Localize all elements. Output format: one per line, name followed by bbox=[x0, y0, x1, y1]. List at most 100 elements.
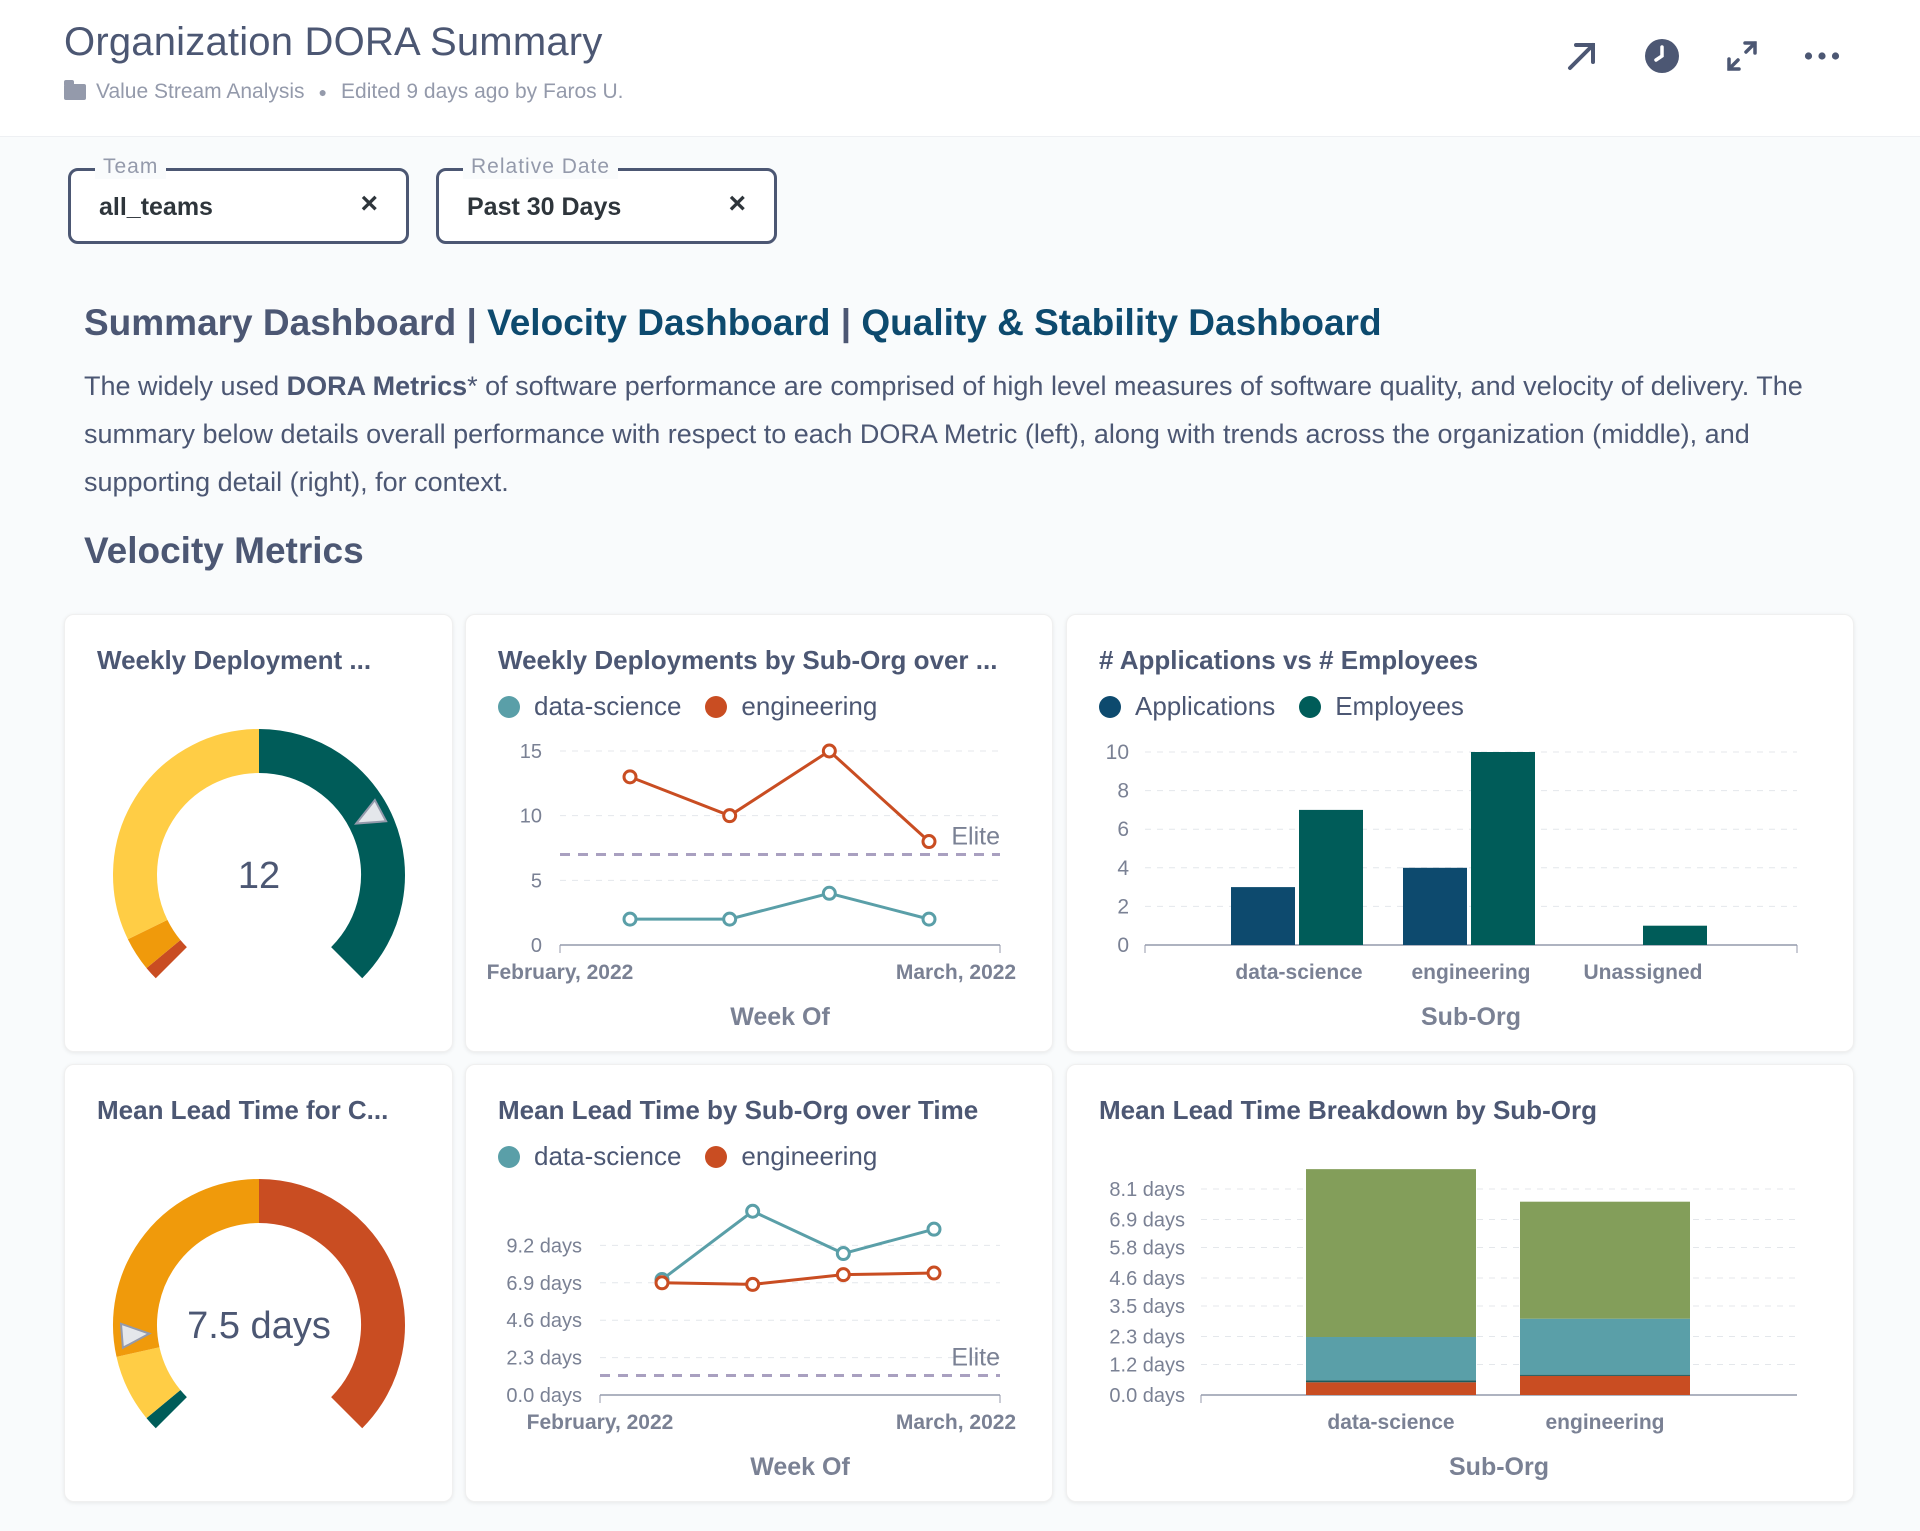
legend-swatch bbox=[1299, 695, 1322, 718]
y-tick-label: 8.1 days bbox=[1109, 1179, 1185, 1201]
gauge-segment-0 bbox=[146, 1389, 188, 1429]
legend-label: engineering bbox=[741, 1141, 878, 1171]
series-line-engineering bbox=[629, 749, 931, 843]
x-tick-label: February, 2022 bbox=[487, 961, 634, 984]
y-tick-label: 0.0 days bbox=[1109, 1385, 1185, 1407]
bar-chart: 0 2 4 6 8 10 data-science engineering Unassigned… bbox=[1106, 741, 1798, 1031]
dashboard-description: The widely used DORA Metrics* of softwar… bbox=[84, 362, 1844, 506]
legend-label: engineering bbox=[741, 691, 878, 721]
data-point bbox=[835, 1267, 851, 1283]
team-filter[interactable]: Team all_teams × bbox=[68, 155, 409, 244]
gauge-segment-3 bbox=[258, 729, 405, 979]
legend-item[interactable]: Employees bbox=[1299, 691, 1464, 722]
x-tick-label: engineering bbox=[1545, 1411, 1664, 1434]
y-tick-label: 10 bbox=[520, 806, 542, 828]
gauge-segment-1 bbox=[127, 919, 181, 969]
legend-label: Applications bbox=[1135, 691, 1276, 721]
clear-filter-icon[interactable]: × bbox=[728, 187, 746, 220]
velocity-dashboard-link[interactable]: Velocity Dashboard bbox=[487, 302, 831, 343]
filter-value: all_teams bbox=[99, 193, 213, 221]
x-axis-title: Sub-Org bbox=[1421, 1003, 1521, 1031]
y-tick-label: 3.5 days bbox=[1109, 1296, 1185, 1318]
gauge-segment-0 bbox=[146, 939, 188, 979]
gauge-marker bbox=[354, 798, 388, 825]
folder-icon bbox=[64, 80, 86, 100]
mean-lead-time-line-card[interactable]: Mean Lead Time by Sub-Org over Time data… bbox=[465, 1064, 1053, 1502]
chart-legend: data-science engineering bbox=[498, 691, 877, 722]
gauge-segment-2 bbox=[113, 1179, 260, 1357]
gauge-segment-1 bbox=[116, 1346, 181, 1419]
more-icon[interactable] bbox=[1804, 38, 1840, 74]
legend-label: data-science bbox=[534, 691, 682, 721]
arrow-up-right-icon[interactable] bbox=[1564, 38, 1600, 74]
y-tick-label: 1.2 days bbox=[1109, 1354, 1185, 1376]
expand-icon[interactable] bbox=[1724, 38, 1760, 74]
chart-legend: Applications Employees bbox=[1099, 691, 1464, 722]
legend-item[interactable]: engineering bbox=[705, 1141, 877, 1172]
gauge-value: 7.5 days bbox=[187, 1305, 331, 1347]
data-point bbox=[654, 1275, 670, 1291]
y-tick-label: 8 bbox=[1117, 780, 1129, 803]
legend-item[interactable]: data-science bbox=[498, 1141, 681, 1172]
series-line-data-science bbox=[661, 1209, 935, 1281]
dashboard-meta: Value Stream Analysis ● Edited 9 days ag… bbox=[64, 80, 624, 104]
stacked-bar-segment bbox=[1520, 1375, 1690, 1395]
y-tick-label: 5 bbox=[531, 870, 542, 892]
series-line-data-science bbox=[630, 891, 930, 921]
data-point bbox=[921, 911, 937, 927]
filter-value: Past 30 Days bbox=[467, 193, 622, 221]
data-point bbox=[921, 834, 937, 850]
clear-filter-icon[interactable]: × bbox=[360, 187, 378, 220]
x-axis-title: Week Of bbox=[750, 1453, 850, 1481]
y-tick-label: 6.9 days bbox=[1109, 1210, 1185, 1232]
dashboard-header: Organization DORA Summary Value Stream A… bbox=[0, 0, 1920, 137]
legend-swatch bbox=[705, 1145, 728, 1168]
y-tick-label: 0 bbox=[531, 935, 542, 957]
gauge-chart bbox=[113, 729, 405, 979]
stacked-bar-segment bbox=[1520, 1374, 1690, 1376]
stacked-bar-segment bbox=[1520, 1201, 1690, 1319]
mean-lead-time-gauge-card[interactable]: Mean Lead Time for C... 7.5 days bbox=[64, 1064, 453, 1502]
stacked-bar-segment bbox=[1306, 1382, 1476, 1395]
stacked-bar-chart: 0.0 days 1.2 days 2.3 days 3.5 days 4.6 days… bbox=[1109, 1169, 1797, 1481]
legend-swatch bbox=[705, 695, 728, 718]
weekly-deployment-gauge-card[interactable]: Weekly Deployment ... 12 bbox=[64, 614, 453, 1052]
edited-info[interactable]: Edited 9 days ago by Faros U. bbox=[341, 80, 624, 103]
y-tick-label: 6.9 days bbox=[506, 1273, 582, 1295]
bar-Employees bbox=[1299, 809, 1363, 945]
x-tick-label: data-science bbox=[1327, 1411, 1454, 1434]
data-point bbox=[745, 1276, 761, 1292]
gauge-marker bbox=[119, 1322, 152, 1350]
data-point bbox=[622, 911, 638, 927]
legend-item[interactable]: data-science bbox=[498, 691, 681, 722]
y-tick-label: 4 bbox=[1117, 857, 1129, 880]
chart-legend: data-science engineering bbox=[498, 1141, 877, 1172]
clock-icon[interactable] bbox=[1644, 38, 1680, 74]
lead-time-breakdown-bar-card[interactable]: Mean Lead Time Breakdown by Sub-Org 0.0 … bbox=[1066, 1064, 1854, 1502]
desc-bold: DORA Metrics bbox=[286, 371, 468, 401]
weekly-deployments-line-card[interactable]: Weekly Deployments by Sub-Org over ... d… bbox=[465, 614, 1053, 1052]
card-title: Mean Lead Time Breakdown by Sub-Org bbox=[1099, 1095, 1597, 1125]
y-tick-label: 2.3 days bbox=[1109, 1327, 1185, 1349]
legend-label: data-science bbox=[534, 1141, 682, 1171]
gauge-chart bbox=[113, 1179, 405, 1429]
relative-date-filter[interactable]: Relative Date Past 30 Days × bbox=[436, 155, 777, 244]
data-point bbox=[926, 1265, 942, 1281]
data-point bbox=[926, 1221, 942, 1237]
y-tick-label: 0 bbox=[1117, 934, 1129, 957]
legend-item[interactable]: engineering bbox=[705, 691, 877, 722]
card-title: Mean Lead Time for C... bbox=[97, 1095, 389, 1125]
header-actions bbox=[1564, 38, 1840, 74]
stacked-bar-segment bbox=[1306, 1337, 1476, 1381]
quality-dashboard-link[interactable]: Quality & Stability Dashboard bbox=[861, 302, 1382, 343]
collection-link[interactable]: Value Stream Analysis bbox=[96, 80, 305, 103]
applications-employees-bar-card[interactable]: # Applications vs # Employees Applicatio… bbox=[1066, 614, 1854, 1052]
stacked-bar-segment bbox=[1306, 1380, 1476, 1383]
x-tick-label: engineering bbox=[1411, 961, 1530, 984]
legend-item[interactable]: Applications bbox=[1099, 691, 1275, 722]
y-tick-label: 5.8 days bbox=[1109, 1237, 1185, 1259]
y-tick-label: 6 bbox=[1117, 818, 1129, 841]
card-title: Weekly Deployment ... bbox=[97, 645, 372, 675]
y-tick-label: 2.3 days bbox=[506, 1348, 582, 1370]
x-tick-label: March, 2022 bbox=[896, 1411, 1016, 1434]
